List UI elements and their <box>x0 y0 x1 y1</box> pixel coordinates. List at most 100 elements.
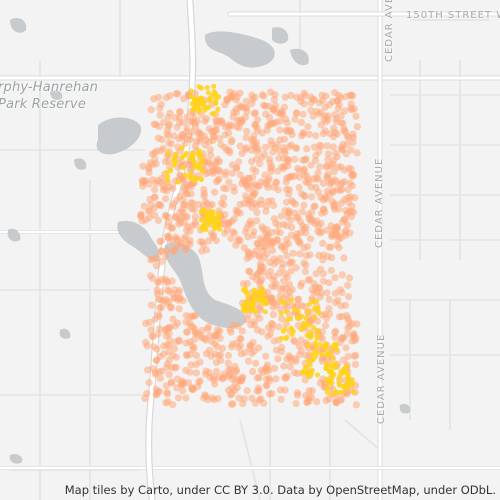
heat-point <box>258 223 266 231</box>
heat-point <box>243 279 251 288</box>
heat-point <box>343 312 351 320</box>
heat-point <box>220 194 228 202</box>
heat-point <box>291 338 299 346</box>
heat-point <box>262 143 270 151</box>
heat-point <box>210 209 216 215</box>
heat-point <box>234 207 242 216</box>
heat-point <box>201 117 209 125</box>
heat-point <box>196 152 202 158</box>
heat-point <box>315 305 321 311</box>
heat-point <box>323 187 331 195</box>
heat-point <box>331 89 339 97</box>
heat-point <box>191 213 199 221</box>
heat-point <box>299 110 307 118</box>
heat-point <box>147 256 155 264</box>
heat-point <box>207 151 215 159</box>
heat-point <box>205 368 213 377</box>
heat-point <box>300 225 308 233</box>
heat-point <box>311 283 320 291</box>
heat-point <box>310 324 316 331</box>
heat-point <box>200 192 208 200</box>
heat-point <box>187 323 195 331</box>
heat-point <box>270 364 279 372</box>
heat-point <box>335 243 343 252</box>
heat-point <box>188 171 194 177</box>
heat-point <box>165 174 171 180</box>
heat-point <box>257 366 265 374</box>
heat-point <box>333 223 341 231</box>
heat-point <box>288 297 294 303</box>
heat-point <box>166 92 174 100</box>
heat-point <box>213 100 219 106</box>
heat-point <box>260 399 268 407</box>
heat-point <box>340 166 348 174</box>
heat-point <box>228 343 236 351</box>
heat-point <box>235 394 243 402</box>
heat-point <box>224 351 233 360</box>
heat-point <box>181 219 189 227</box>
heat-point <box>305 357 311 363</box>
heat-point <box>275 269 283 277</box>
heat-point <box>264 332 272 340</box>
heat-point <box>152 160 160 168</box>
heat-point <box>199 238 207 246</box>
heat-point <box>205 138 213 146</box>
heat-point <box>200 394 208 402</box>
heat-point <box>319 179 328 187</box>
heat-point <box>143 389 151 398</box>
heat-point <box>232 241 240 249</box>
heat-point <box>310 175 318 183</box>
heat-point <box>149 274 157 282</box>
heat-point <box>257 196 265 204</box>
heat-point <box>267 168 275 176</box>
heat-point <box>295 183 303 192</box>
map-attribution[interactable]: Map tiles by Carto, under CC BY 3.0. Dat… <box>64 483 496 497</box>
heat-point <box>243 387 251 395</box>
heat-point <box>249 302 255 308</box>
heat-point <box>263 367 271 375</box>
heat-point <box>323 162 331 170</box>
heat-point <box>329 364 335 370</box>
heat-point <box>300 201 308 209</box>
heat-point <box>351 389 357 395</box>
heat-point <box>286 363 294 371</box>
heat-point <box>313 298 320 304</box>
heat-point <box>296 351 304 359</box>
heat-point <box>141 177 149 185</box>
heat-point <box>353 149 361 157</box>
heat-point <box>204 85 210 91</box>
heat-point <box>179 387 187 395</box>
heat-point <box>284 334 290 340</box>
heat-point <box>322 322 330 330</box>
heat-point <box>247 146 256 154</box>
heat-point <box>211 188 219 196</box>
heat-point <box>245 200 253 208</box>
heat-point <box>196 358 204 366</box>
heat-point <box>241 178 249 186</box>
heatmap-layer <box>136 83 361 409</box>
heat-point <box>251 189 259 197</box>
street-label-cedar-top: CEDAR AVE <box>384 0 395 62</box>
heat-point <box>329 188 337 196</box>
heat-point <box>318 91 326 99</box>
heat-point <box>255 344 263 352</box>
heat-point <box>242 97 250 105</box>
heat-point <box>188 94 194 100</box>
heat-point <box>200 223 206 230</box>
heat-point <box>353 123 361 131</box>
heat-point <box>275 221 283 229</box>
heat-point <box>283 309 289 315</box>
heat-point <box>332 230 340 238</box>
heat-point <box>297 336 305 344</box>
heat-point <box>300 100 308 108</box>
heat-point <box>256 253 264 261</box>
heat-point <box>311 314 317 320</box>
heat-point <box>212 358 220 367</box>
heat-point <box>290 328 296 334</box>
heat-point <box>277 110 285 118</box>
heat-point <box>301 267 309 276</box>
heat-point <box>283 252 291 260</box>
heat-point <box>143 342 151 350</box>
heat-point <box>319 375 327 383</box>
